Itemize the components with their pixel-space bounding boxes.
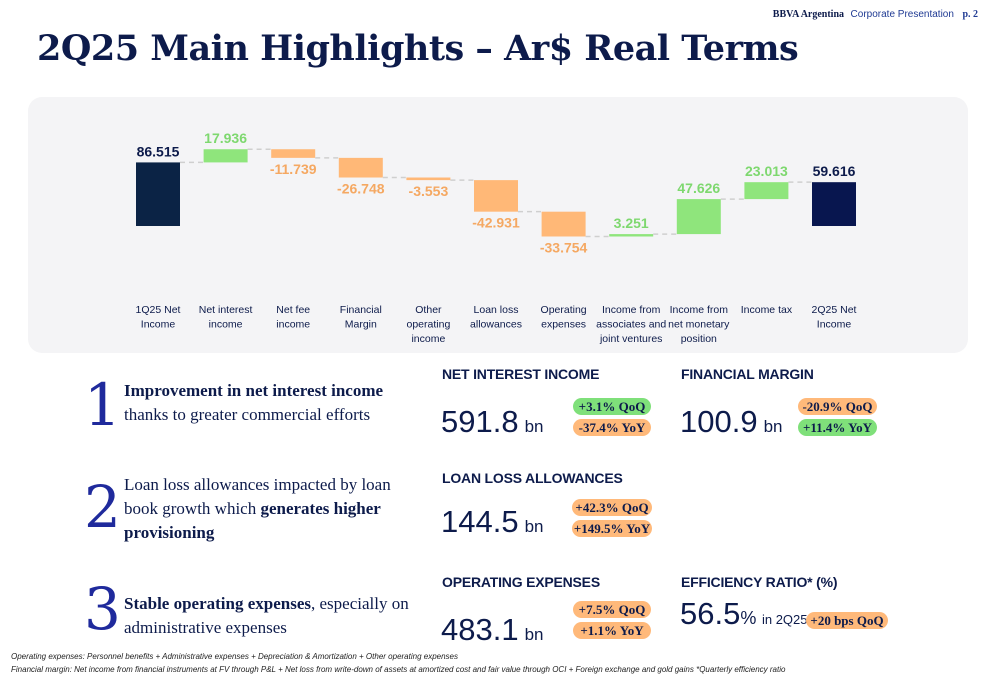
waterfall-bar-5 — [406, 177, 451, 181]
footnote-margin: Financial margin: Net income from financ… — [11, 665, 786, 674]
waterfall-category-label-1: Income — [141, 319, 176, 331]
waterfall-category-label-9: position — [681, 333, 717, 345]
waterfall-bar-10 — [744, 182, 789, 200]
document-name: Corporate Presentation — [850, 9, 954, 20]
page-title: 2Q25 Main Highlights – Ar$ Real Terms — [37, 28, 799, 69]
waterfall-value-label-3: -11.739 — [270, 161, 317, 177]
highlight-3-rest: , especially on administrative expenses — [124, 594, 409, 637]
waterfall-value-label-4: -26.748 — [337, 181, 385, 197]
highlight-number-2: 2 — [84, 473, 121, 541]
kpi-lla-number: 144.5 — [441, 504, 519, 539]
waterfall-category-label-6: allowances — [470, 319, 522, 331]
kpi-lla-label: LOAN LOSS ALLOWANCES — [442, 470, 623, 486]
waterfall-category-label-9: net monetary — [668, 319, 730, 331]
kpi-nii-qoq-badge: +3.1% QoQ — [573, 398, 651, 415]
waterfall-bar-2 — [203, 149, 248, 163]
footnote-opex: Operating expenses: Personnel benefits +… — [11, 652, 458, 661]
kpi-opex-value: 483.1 bn — [441, 612, 544, 648]
waterfall-bar-8 — [609, 234, 654, 237]
waterfall-value-label-7: -33.754 — [540, 239, 588, 255]
highlight-2-part1: Loan loss allowances impacted by loan bo… — [124, 475, 391, 518]
kpi-nii-value: 591.8 bn — [441, 404, 544, 440]
kpi-fm-value: 100.9 bn — [680, 404, 783, 440]
kpi-fm-yoy-badge: +11.4% YoY — [798, 419, 877, 436]
page-number: p. 2 — [962, 9, 978, 20]
kpi-opex-yoy-badge: +1.1% YoY — [573, 622, 651, 639]
waterfall-category-label-8: associates and — [596, 319, 666, 331]
waterfall-value-label-9: 47.626 — [677, 180, 720, 196]
highlight-1-bold: Improvement in net interest income — [124, 381, 384, 400]
kpi-nii-yoy-badge: -37.4% YoY — [573, 419, 651, 436]
kpi-lla-value: 144.5 bn — [441, 504, 544, 540]
kpi-nii-label: NET INTEREST INCOME — [442, 366, 600, 382]
waterfall-category-label-11: Income — [817, 319, 852, 331]
kpi-fm-number: 100.9 — [680, 404, 758, 439]
waterfall-value-label-2: 17.936 — [204, 130, 247, 146]
waterfall-category-label-3: Net fee — [276, 304, 310, 316]
kpi-eff-number: 56.5 — [680, 596, 741, 631]
waterfall-category-label-5: operating — [407, 319, 451, 331]
waterfall-bar-4 — [338, 157, 383, 178]
kpi-eff-bps-badge: +20 bps QoQ — [806, 612, 888, 629]
highlight-text-1: Improvement in net interest income thanks… — [124, 379, 424, 427]
waterfall-category-label-4: Margin — [345, 319, 377, 331]
kpi-opex-label: OPERATING EXPENSES — [442, 574, 600, 590]
waterfall-bar-1 — [136, 162, 180, 226]
waterfall-bar-6 — [474, 180, 518, 212]
waterfall-category-label-4: Financial — [340, 304, 382, 316]
kpi-eff-unit: % — [740, 608, 757, 628]
waterfall-value-label-5: -3.553 — [409, 183, 449, 199]
kpi-fm-unit: bn — [763, 417, 783, 436]
kpi-nii-unit: bn — [524, 417, 544, 436]
waterfall-category-label-2: Net interest — [199, 304, 253, 316]
waterfall-category-label-7: expenses — [541, 319, 586, 331]
highlight-1-rest: thanks to greater commercial efforts — [124, 405, 371, 424]
waterfall-bar-3 — [271, 149, 316, 158]
kpi-eff-period: in 2Q25 — [758, 612, 808, 627]
kpi-eff-value: 56.5% in 2Q25 — [680, 596, 808, 632]
highlight-number-3: 3 — [84, 575, 121, 643]
kpi-nii-number: 591.8 — [441, 404, 519, 439]
waterfall-category-label-5: Other — [415, 304, 442, 316]
waterfall-category-label-10: Income tax — [741, 304, 793, 316]
kpi-eff-label: EFFICIENCY RATIO* (%) — [681, 574, 838, 590]
waterfall-value-label-8: 3.251 — [614, 215, 649, 231]
kpi-fm-qoq-badge: -20.9% QoQ — [798, 398, 877, 415]
highlight-text-3: Stable operating expenses, especially on… — [124, 592, 424, 640]
waterfall-category-label-2: income — [209, 319, 243, 331]
highlight-3-bold: Stable operating expenses — [124, 594, 311, 613]
kpi-opex-unit: bn — [524, 625, 544, 644]
chart-panel: 86.515 1Q25 Net Income 17.936 Net interest in… — [28, 97, 968, 353]
waterfall-bar-9 — [676, 199, 721, 235]
waterfall-value-label-1: 86.515 — [137, 143, 180, 159]
brand-name: BBVA Argentina — [772, 9, 845, 20]
header-bar: BBVA Argentina Corporate Presentation p.… — [773, 9, 978, 20]
waterfall-category-label-5: income — [411, 333, 445, 345]
waterfall-category-label-11: 2Q25 Net — [812, 304, 857, 316]
waterfall-category-label-7: Operating — [541, 304, 587, 316]
waterfall-bar-7 — [541, 211, 586, 237]
highlight-text-2: Loan loss allowances impacted by loan bo… — [124, 473, 424, 545]
waterfall-category-label-8: joint ventures — [599, 333, 662, 345]
kpi-opex-qoq-badge: +7.5% QoQ — [573, 601, 651, 618]
waterfall-category-label-3: income — [276, 319, 310, 331]
waterfall-chart: 86.515 1Q25 Net Income 17.936 Net interest in… — [136, 130, 857, 345]
kpi-opex-number: 483.1 — [441, 612, 519, 647]
kpi-fm-label: FINANCIAL MARGIN — [681, 366, 814, 382]
waterfall-value-label-10: 23.013 — [745, 163, 788, 179]
kpi-lla-qoq-badge: +42.3% QoQ — [572, 499, 652, 516]
waterfall-category-label-6: Loan loss — [474, 304, 519, 316]
kpi-lla-yoy-badge: +149.5% YoY — [572, 520, 652, 537]
waterfall-category-label-1: 1Q25 Net — [136, 304, 181, 316]
waterfall-category-label-9: Income from — [670, 304, 729, 316]
waterfall-bar-11 — [812, 182, 856, 226]
waterfall-value-label-11: 59.616 — [813, 163, 856, 179]
waterfall-value-label-6: -42.931 — [472, 215, 520, 231]
highlight-number-1: 1 — [84, 371, 121, 439]
waterfall-category-label-8: Income from — [602, 304, 661, 316]
highlight-2-bold: generates higher provisioning — [124, 499, 381, 542]
kpi-lla-unit: bn — [524, 517, 544, 536]
